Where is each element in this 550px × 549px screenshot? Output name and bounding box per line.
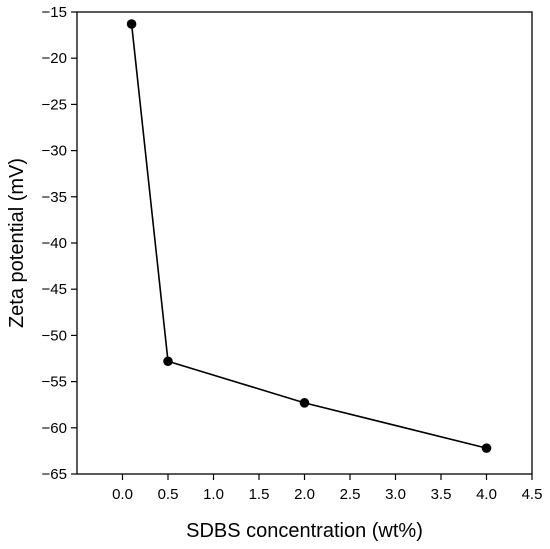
y-tick-label: −60 — [42, 420, 67, 437]
data-point — [163, 356, 173, 367]
y-tick-label: −40 — [42, 235, 67, 252]
y-tick-label: −50 — [42, 327, 67, 344]
x-tick-label: 2.5 — [340, 486, 361, 503]
x-tick-label: 3.5 — [431, 486, 452, 503]
x-axis-title: SDBS concentration (wt%) — [186, 520, 423, 542]
x-tick-label: 0.5 — [158, 486, 179, 503]
x-tick-label: 4.0 — [476, 486, 497, 503]
y-axis-title: Zeta potential (mV) — [6, 158, 28, 328]
x-tick-label: 3.0 — [385, 486, 406, 503]
data-point — [299, 398, 310, 408]
series-layer — [126, 19, 492, 453]
plot-area: 0.0 0.5 1.0 1.5 2.0 2.5 3.0 3.5 4.0 4.5 −15 −20 −25… — [42, 4, 543, 503]
data-point — [126, 19, 137, 29]
y-tick-label: −45 — [42, 281, 67, 298]
x-tick-label: 1.0 — [203, 486, 224, 503]
y-tick-label: −65 — [42, 466, 67, 483]
x-tick-label: 2.0 — [294, 486, 315, 503]
y-tick-label: −15 — [42, 4, 67, 21]
x-tick-label: 4.5 — [522, 486, 543, 503]
x-tick-label: 0.0 — [112, 486, 133, 503]
x-axis: 0.0 0.5 1.0 1.5 2.0 2.5 3.0 3.5 4.0 4.5 — [112, 474, 542, 503]
y-tick-label: −35 — [42, 189, 67, 206]
x-tick-label: 1.5 — [249, 486, 270, 503]
y-axis: −15 −20 −25 −30 −35 −40 −45 −50 −55 −60 −65 — [42, 4, 77, 483]
y-tick-label: −30 — [42, 143, 67, 160]
y-tick-label: −25 — [42, 96, 67, 113]
data-point — [481, 443, 492, 453]
y-tick-label: −20 — [42, 50, 67, 67]
series-line — [130, 23, 487, 449]
y-tick-label: −55 — [42, 374, 67, 391]
